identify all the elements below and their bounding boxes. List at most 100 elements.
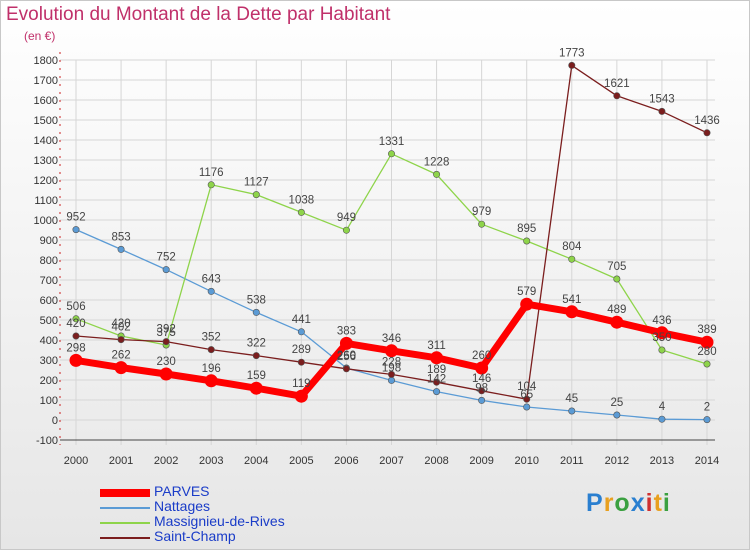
data-point [523,237,531,245]
y-tick-label: 1800 [34,55,58,67]
data-point [72,315,80,323]
x-tick-label: 2008 [424,455,448,467]
y-tick-label: 500 [40,315,58,327]
data-label: 541 [562,294,581,306]
data-point [703,360,711,368]
data-point [252,308,260,316]
data-label: 98 [475,382,488,394]
data-point [610,315,624,329]
data-point [162,338,170,346]
y-tick-label: 1100 [34,195,58,207]
data-label: 45 [565,393,578,405]
data-label: 804 [562,241,582,253]
y-tick-label: 800 [40,255,58,267]
data-point [658,107,666,115]
data-point [523,403,531,411]
data-label: 1773 [559,47,585,59]
data-label: 230 [157,356,176,368]
x-tick-label: 2003 [199,455,223,467]
data-label: 146 [472,373,491,385]
data-point [613,275,621,283]
data-point [207,287,215,295]
data-label: 2 [704,402,710,414]
data-label: 65 [520,389,533,401]
data-point [72,226,80,234]
data-label: 441 [292,314,311,326]
data-label: 383 [337,325,356,337]
data-label: 1436 [694,115,720,127]
data-label: 1228 [424,156,450,168]
data-label: 949 [337,212,356,224]
x-tick-label: 2010 [514,455,538,467]
data-label: 228 [382,356,401,368]
y-tick-label: 100 [40,395,58,407]
x-tick-label: 2012 [605,455,629,467]
data-point [703,129,711,137]
data-label: 643 [202,273,221,285]
data-label: 256 [337,351,356,363]
chart-unit-label: (en €) [24,29,56,43]
data-label: 119 [292,378,310,390]
data-point [478,396,486,404]
data-label: 260 [472,350,491,362]
legend-swatch [100,507,150,509]
y-tick-label: 700 [40,275,58,287]
data-point [249,381,263,395]
data-point [433,378,441,386]
data-point [117,245,125,253]
data-point [655,326,669,340]
data-label: 311 [427,340,445,352]
y-tick-label: 1700 [34,75,58,87]
data-label: 979 [472,206,491,218]
data-point [252,352,260,360]
data-label: 198 [382,362,401,374]
x-tick-label: 2007 [379,455,403,467]
data-point [568,407,576,415]
data-point [520,297,534,311]
legend-label: Nattages [154,498,211,514]
data-label: 853 [111,231,130,243]
legend-swatch [100,537,150,539]
data-point [568,255,576,263]
data-point [207,346,215,354]
x-tick-label: 2001 [109,455,133,467]
data-point [342,226,350,234]
data-point [565,305,579,319]
data-point [433,388,441,396]
data-label: 952 [66,212,85,224]
y-tick-label: 1500 [34,115,58,127]
chart-title: Evolution du Montant de la Dette par Hab… [6,4,391,25]
data-label: 895 [517,223,536,235]
data-label: 196 [202,363,221,375]
data-point [297,208,305,216]
data-point [297,328,305,336]
y-tick-label: 900 [40,235,58,247]
data-point [568,61,576,69]
data-point [294,389,308,403]
x-tick-label: 2009 [469,455,493,467]
y-tick-label: 1600 [34,95,58,107]
data-point [385,344,398,358]
data-label: 392 [157,324,176,336]
data-label: 1543 [649,93,675,105]
data-point [339,336,353,350]
data-label: 375 [157,327,176,339]
data-point [387,150,395,158]
data-label: 322 [247,338,266,350]
data-label: 1176 [199,167,224,179]
data-point [204,374,218,388]
data-label: 159 [247,370,266,382]
data-label: 1038 [289,194,315,206]
data-point [658,415,666,423]
data-label: 436 [652,315,671,327]
data-label: 420 [111,318,130,330]
legend-swatch [100,489,150,497]
data-label: 142 [427,374,446,386]
data-label: 352 [202,332,221,344]
data-point [207,181,215,189]
data-point [387,376,395,384]
data-label: 420 [66,318,85,330]
data-point [703,416,711,424]
data-point [613,411,621,419]
